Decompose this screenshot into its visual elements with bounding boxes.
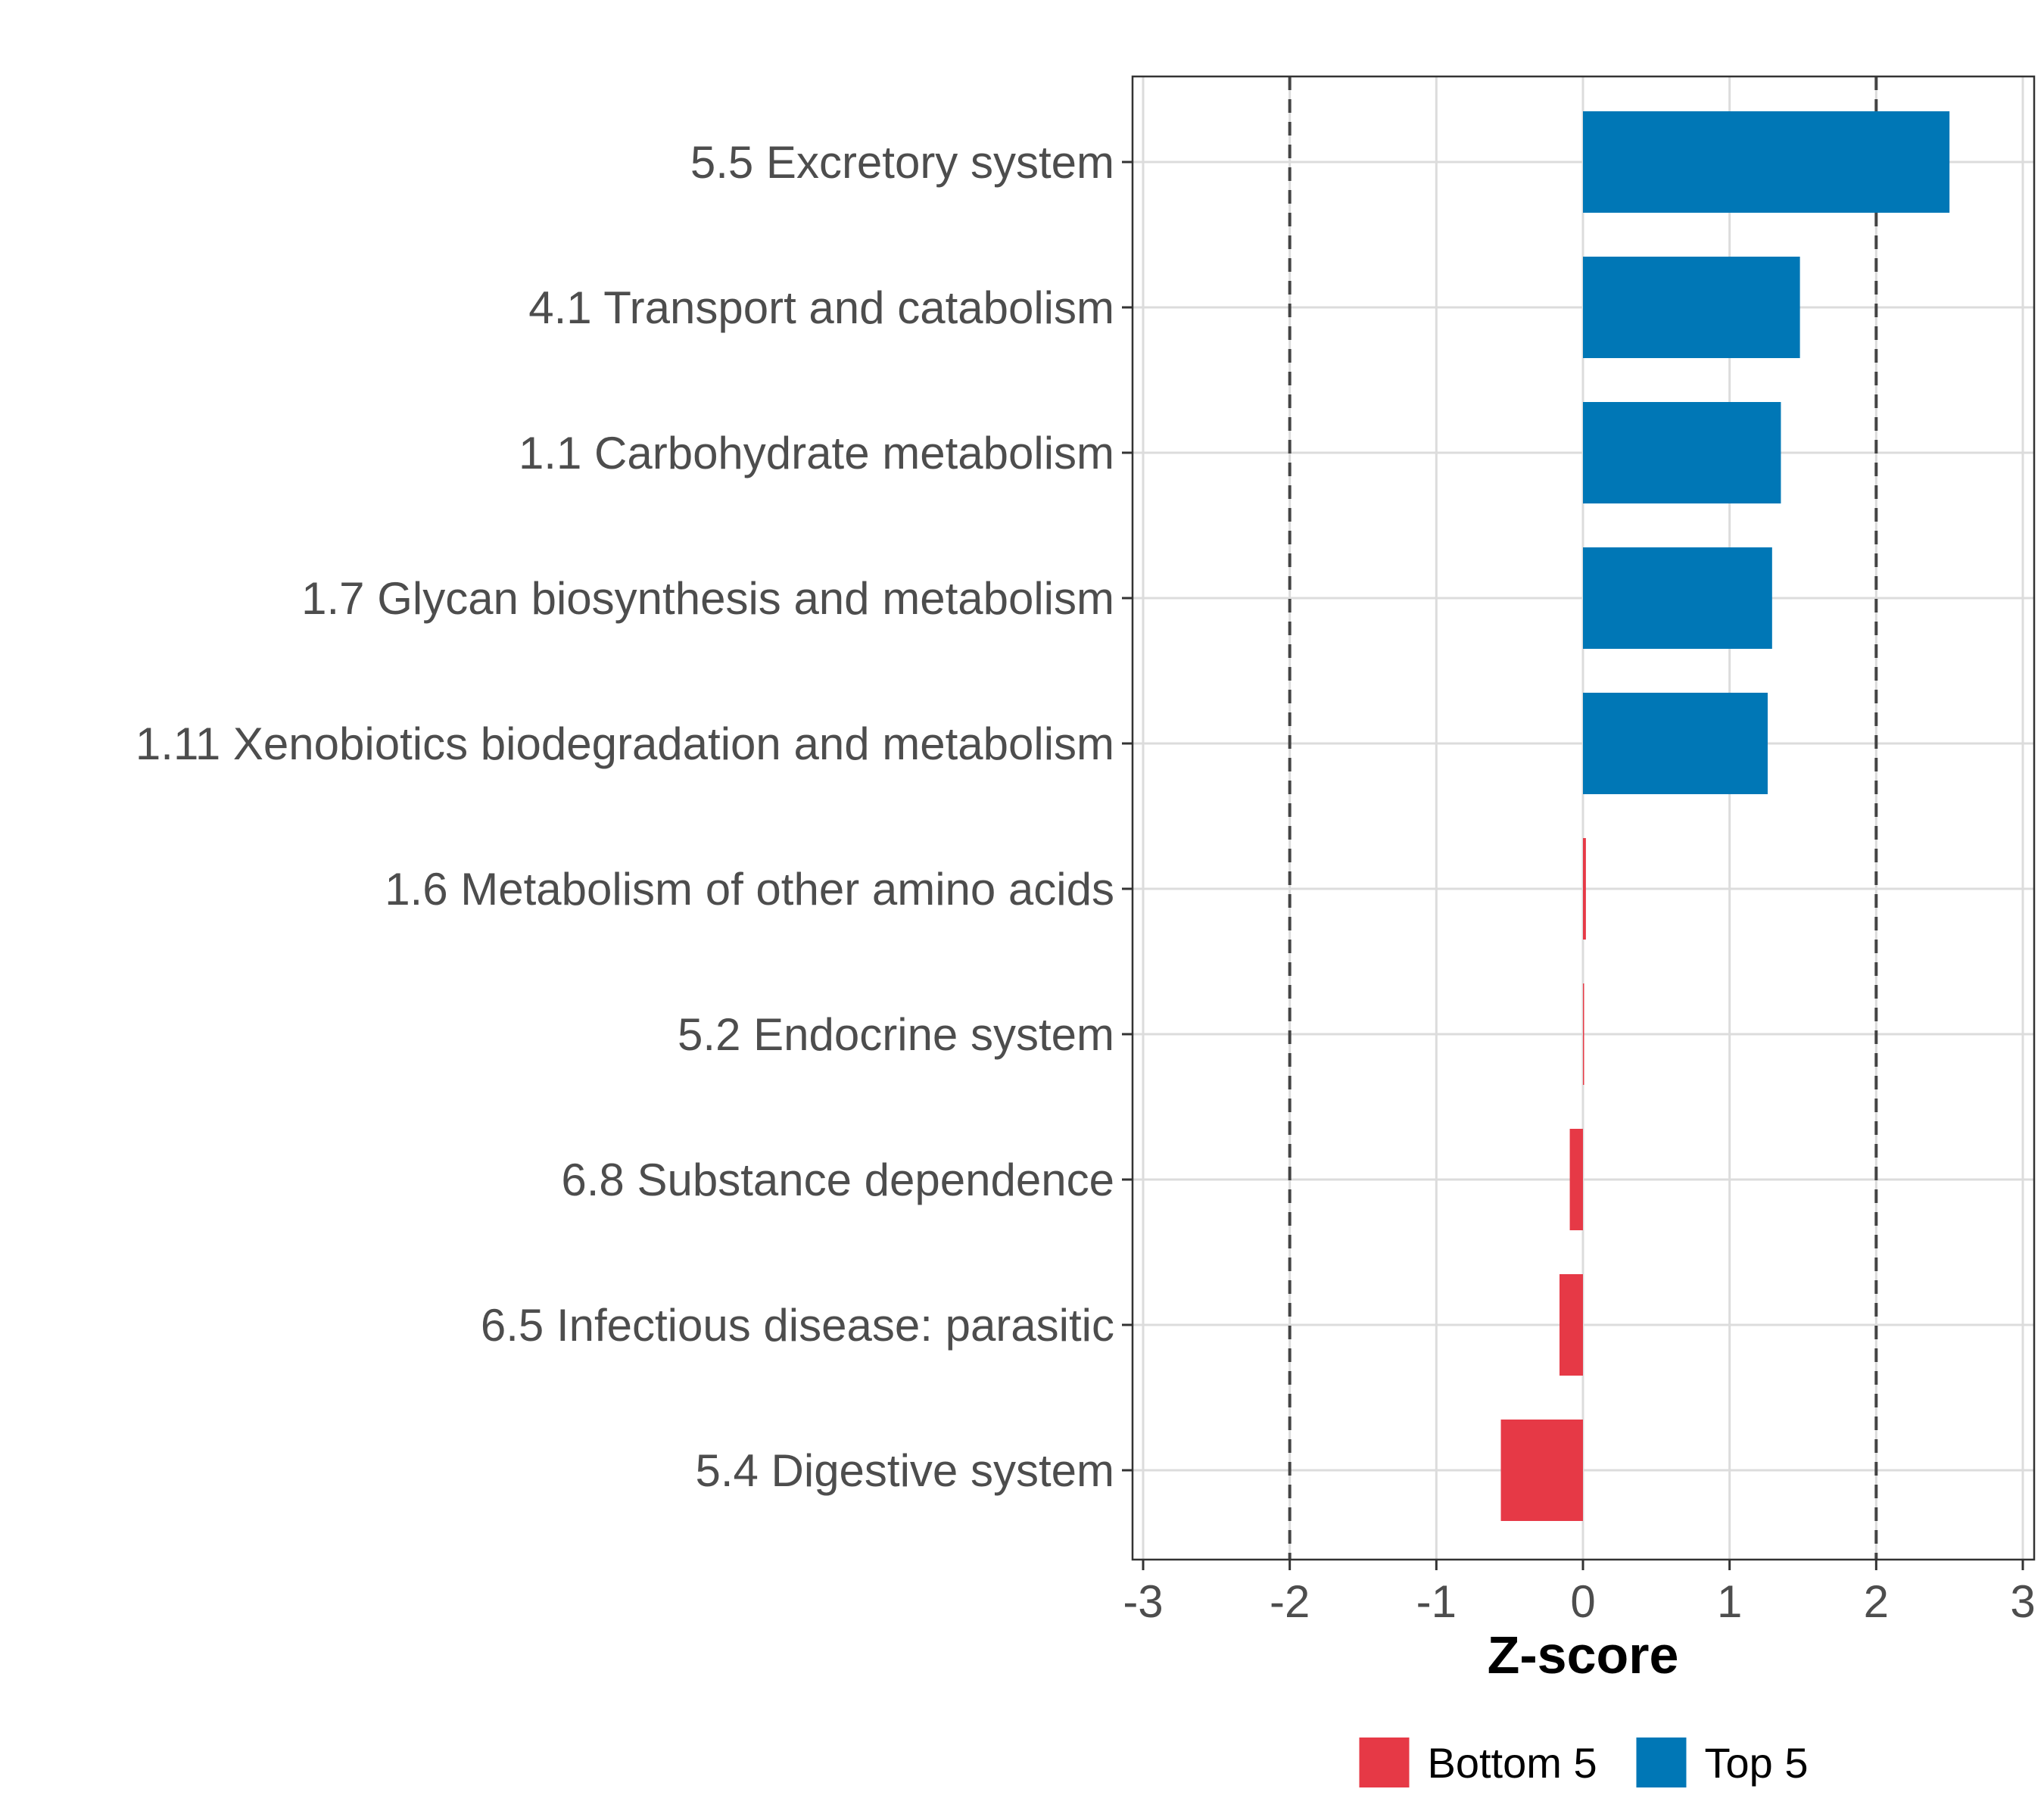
y-tick-label: 1.1 Carbohydrate metabolism xyxy=(519,428,1114,478)
y-tick-label: 6.8 Substance dependence xyxy=(561,1155,1114,1205)
y-tick-label: 5.5 Excretory system xyxy=(690,137,1114,188)
x-axis: -3 -2 -1 0 1 2 3 xyxy=(1123,1560,2036,1627)
x-tick-label: 0 xyxy=(1570,1576,1595,1627)
x-tick-label: -3 xyxy=(1123,1576,1163,1627)
legend: Bottom 5 Top 5 xyxy=(1359,1738,1809,1787)
y-tick-label: 1.6 Metabolism of other amino acids xyxy=(385,864,1114,915)
bar xyxy=(1559,1274,1583,1376)
bar xyxy=(1583,402,1781,503)
bar xyxy=(1583,838,1586,940)
bar xyxy=(1583,111,1950,213)
bar xyxy=(1583,693,1768,794)
legend-swatch xyxy=(1359,1738,1410,1787)
y-tick-label: 1.7 Glycan biosynthesis and metabolism xyxy=(301,573,1114,624)
bar xyxy=(1583,547,1772,649)
bar xyxy=(1583,983,1584,1085)
x-axis-title: Z-score xyxy=(1488,1625,1679,1685)
x-tick-label: -1 xyxy=(1416,1576,1457,1627)
x-tick-label: 3 xyxy=(2010,1576,2035,1627)
y-tick-label: 1.11 Xenobiotics biodegradation and meta… xyxy=(136,718,1114,769)
bars xyxy=(1500,111,1950,1521)
y-axis: 5.5 Excretory system 4.1 Transport and ca… xyxy=(136,137,1133,1496)
x-tick-label: -2 xyxy=(1270,1576,1310,1627)
bar xyxy=(1500,1420,1583,1521)
y-tick-label: 6.5 Infectious disease: parasitic xyxy=(481,1300,1114,1351)
x-tick-label: 1 xyxy=(1717,1576,1742,1627)
y-tick-label: 5.2 Endocrine system xyxy=(678,1009,1114,1060)
bar xyxy=(1583,257,1800,358)
bar xyxy=(1569,1129,1583,1230)
y-tick-label: 4.1 Transport and catabolism xyxy=(528,282,1114,333)
x-tick-label: 2 xyxy=(1864,1576,1889,1627)
legend-label: Bottom 5 xyxy=(1428,1739,1597,1787)
legend-label: Top 5 xyxy=(1705,1739,1809,1787)
reference-lines xyxy=(1288,76,1878,1560)
y-tick-label: 5.4 Digestive system xyxy=(695,1445,1114,1496)
legend-swatch xyxy=(1636,1738,1687,1787)
